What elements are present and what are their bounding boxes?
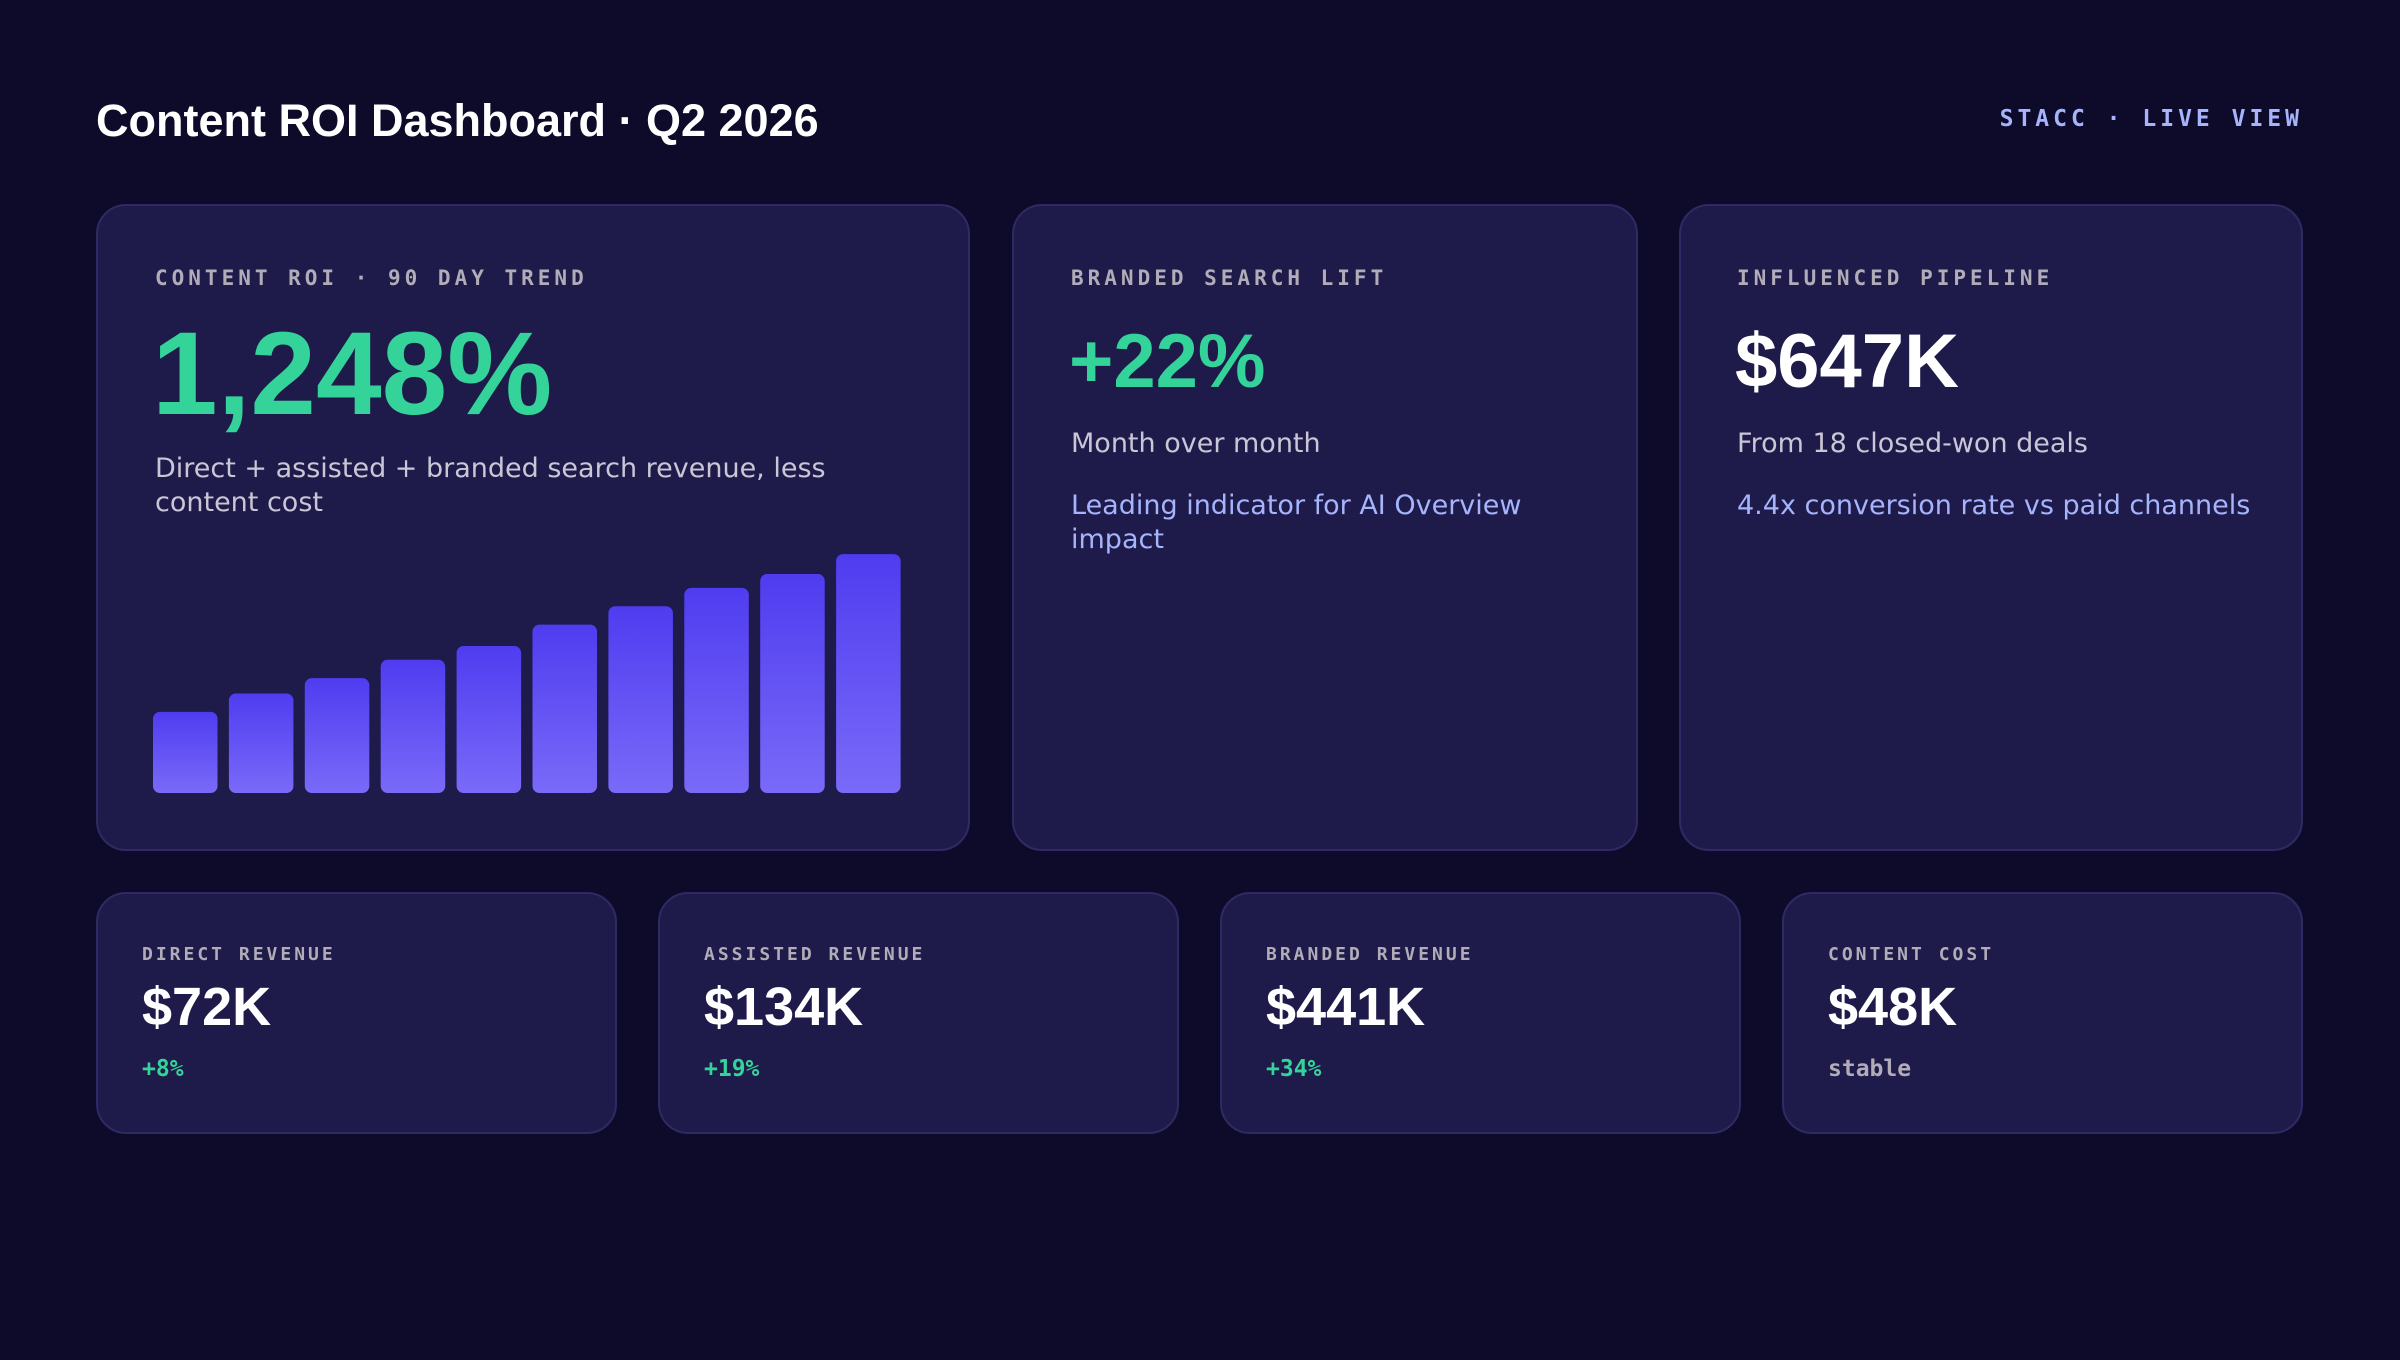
bar [836,554,901,793]
metric-card: CONTENT COST $48K stable [1782,892,2303,1134]
roi-card: CONTENT ROI · 90 DAY TREND 1,248% Direct… [96,204,970,851]
branded-value: +22% [1069,319,1266,404]
pipeline-sub: From 18 closed-won deals [1737,428,2088,459]
metric-label: BRANDED REVENUE [1266,944,1474,965]
roi-value: 1,248% [152,308,553,440]
metric-value: $441K [1266,977,1426,1037]
bar [304,678,370,793]
pipeline-value: $647K [1735,319,1959,404]
bar [608,606,673,793]
bar [380,659,446,793]
pipeline-note: 4.4x conversion rate vs paid channels [1737,490,2251,521]
card-label: CONTENT ROI · 90 DAY TREND [155,266,588,290]
metric-change: +19% [704,1056,760,1082]
bar [153,711,218,793]
metric-label: DIRECT REVENUE [142,944,336,965]
bar [456,646,522,793]
metric-change: +34% [1266,1056,1322,1082]
metric-card: DIRECT REVENUE $72K +8% [96,892,617,1134]
pipeline-card: INFLUENCED PIPELINE $647K From 18 closed… [1679,204,2303,851]
roi-bar-chart [153,554,901,793]
metric-label: ASSISTED REVENUE [704,944,926,965]
bar [684,587,749,793]
live-tag: STACC · LIVE VIEW [1999,106,2303,132]
roi-description: Direct + assisted + branded search reven… [155,453,826,518]
metric-value: $134K [704,977,864,1037]
branded-card: BRANDED SEARCH LIFT +22% Month over mont… [1012,204,1638,851]
bar [760,574,825,793]
bar [532,624,598,793]
metric-change: +8% [142,1056,184,1082]
metric-card: BRANDED REVENUE $441K +34% [1220,892,1741,1134]
card-label: INFLUENCED PIPELINE [1737,266,2054,290]
card-label: BRANDED SEARCH LIFT [1071,266,1388,290]
metric-card: ASSISTED REVENUE $134K +19% [658,892,1179,1134]
metric-value: $48K [1828,977,1958,1037]
dashboard-title: Content ROI Dashboard · Q2 2026 [96,95,819,146]
branded-sub: Month over month [1071,428,1321,459]
metric-change: stable [1828,1056,1912,1082]
bar [228,693,294,793]
metric-value: $72K [142,977,272,1037]
metric-label: CONTENT COST [1828,944,1995,965]
branded-note: Leading indicator for AI Overview impact [1071,490,1522,555]
